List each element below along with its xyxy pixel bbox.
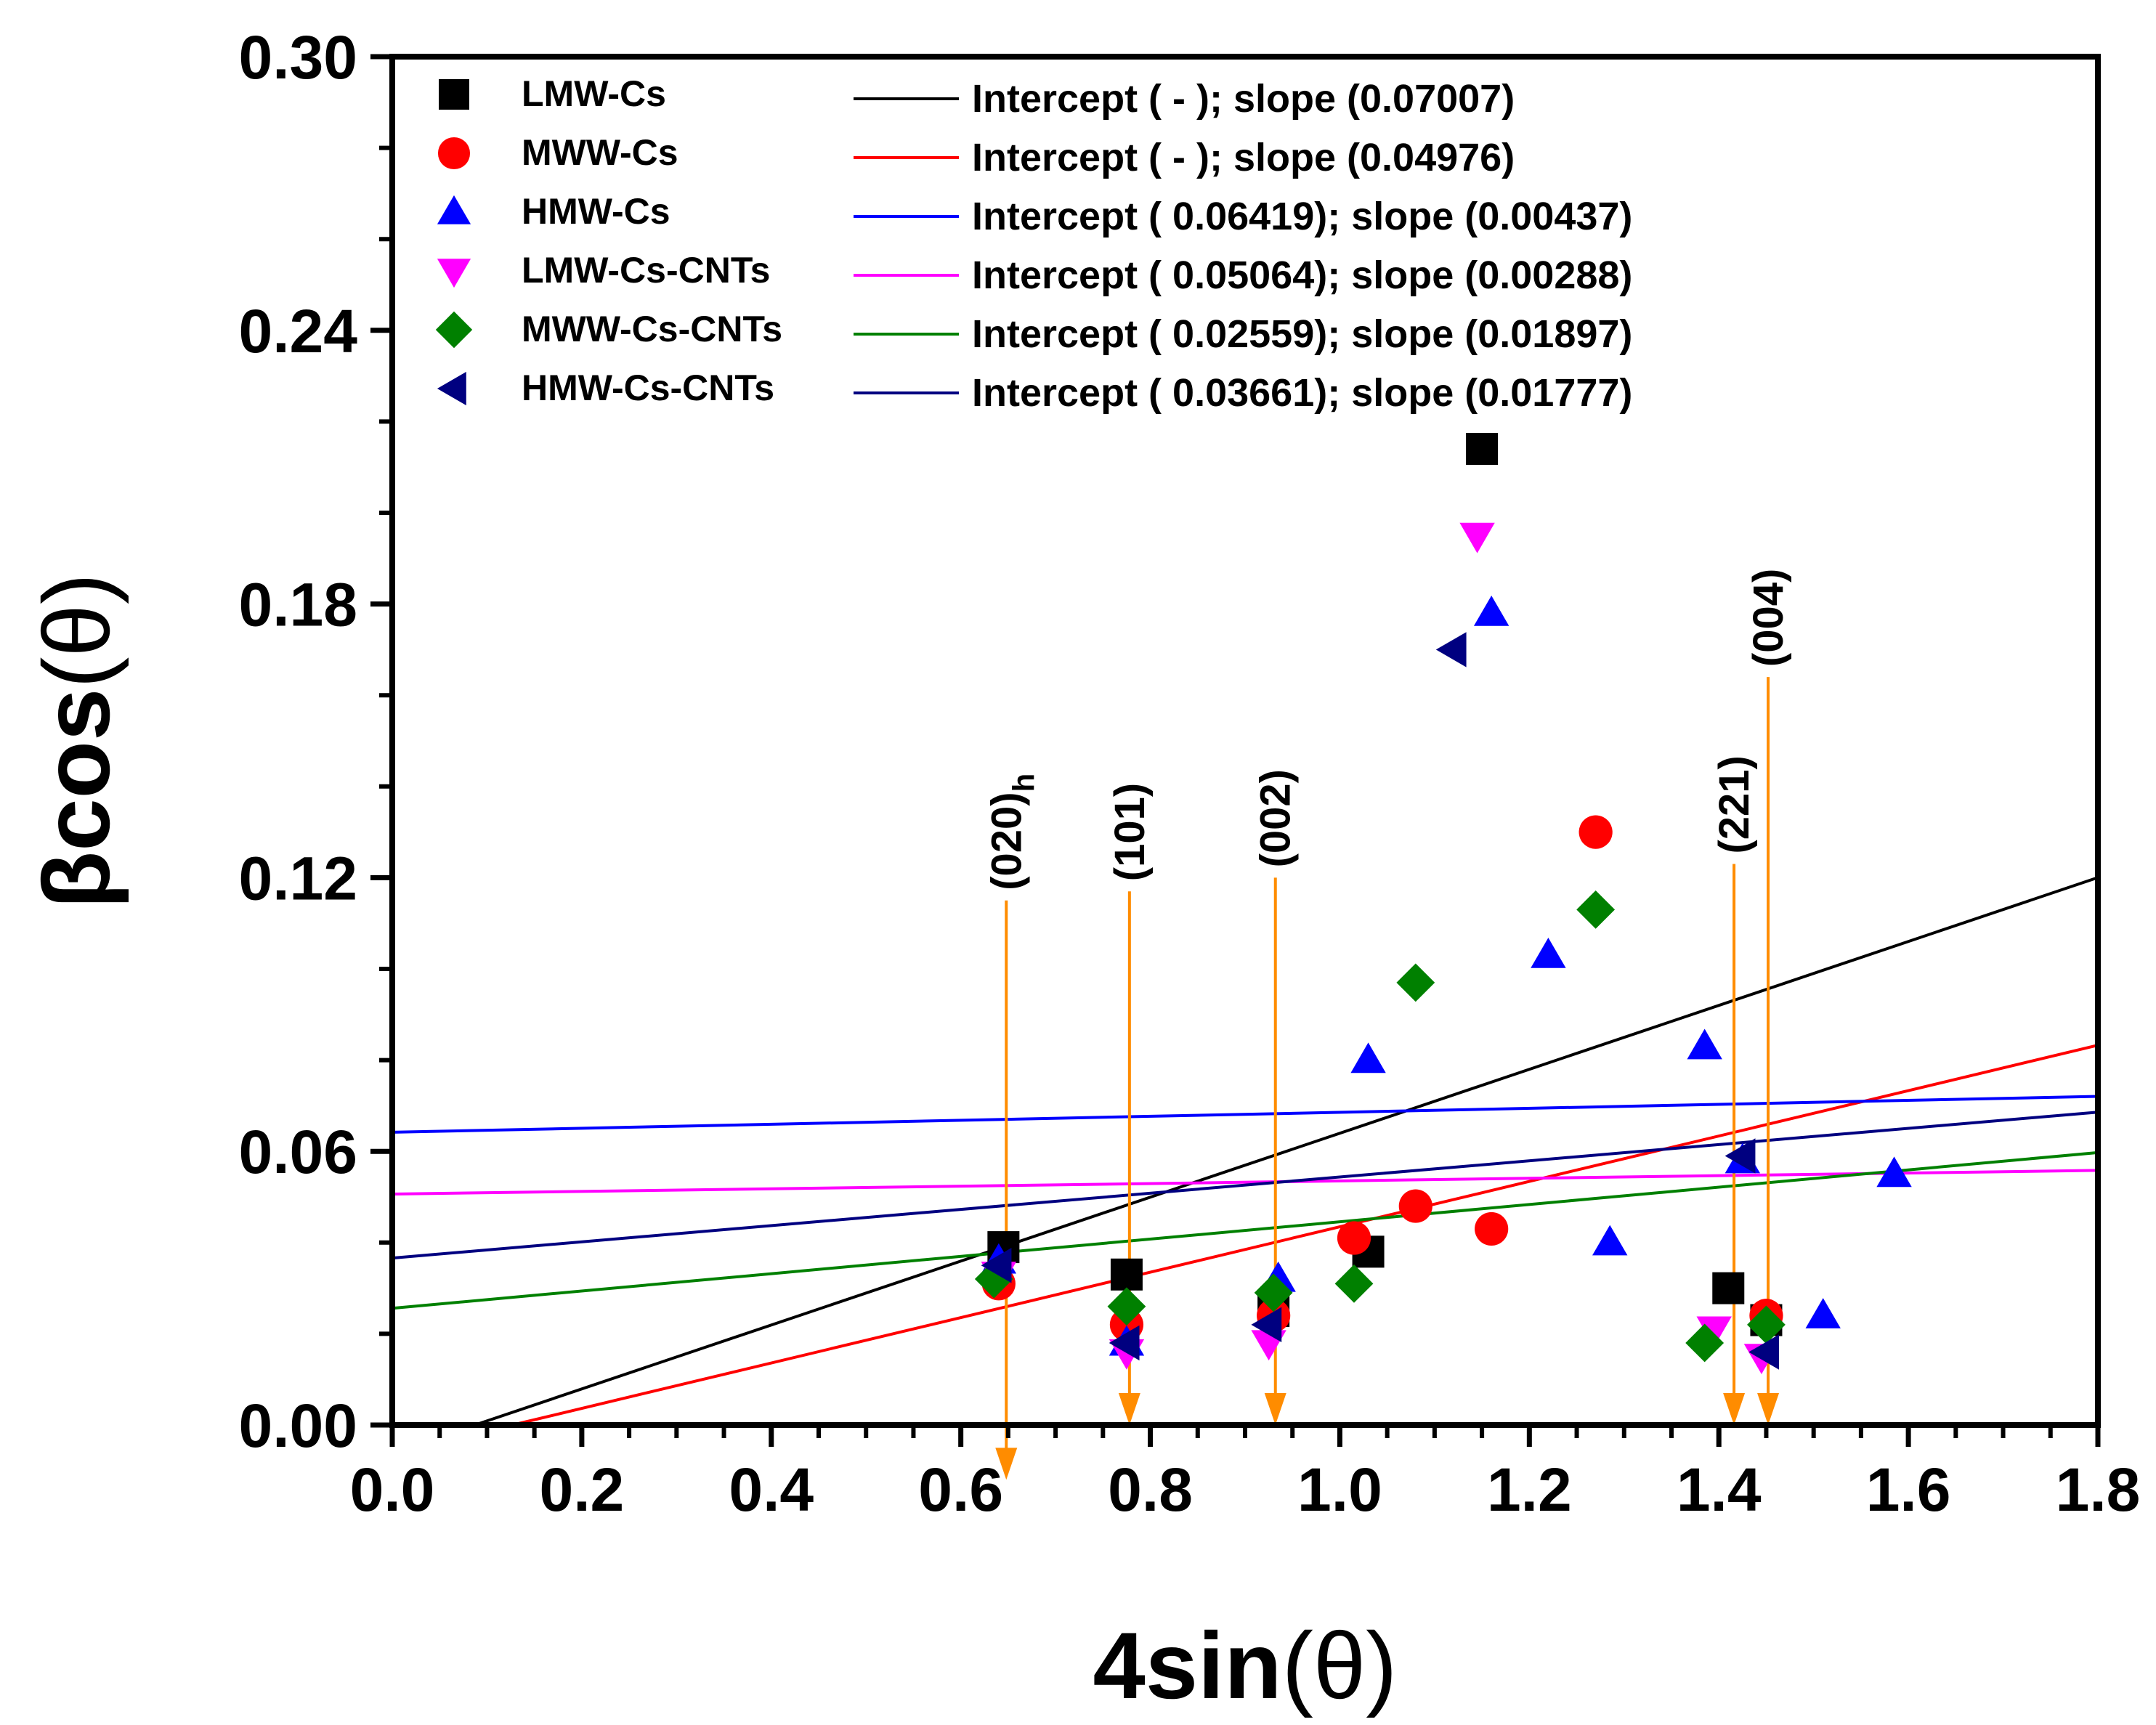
legend-fit-label: Intercept ( - ); slope (0.07007) (972, 77, 1515, 121)
data-point-mww-cs (1578, 815, 1613, 849)
x-tick-label: 1.2 (1487, 1456, 1572, 1524)
data-point-mww-cs-cnts (1396, 963, 1435, 1002)
x-tick-label: 1.0 (1297, 1456, 1382, 1524)
data-point-hmw-cs-cnts (1251, 1307, 1282, 1343)
data-point-hmw-cs-cnts (1725, 1138, 1756, 1174)
data-point-hmw-cs (1876, 1156, 1912, 1188)
data-point-mww-cs-cnts (1685, 1323, 1725, 1363)
y-tick-label: 0.30 (239, 23, 358, 92)
peak-label: (020)h (983, 774, 1040, 890)
data-point-hmw-cs-cnts (1435, 632, 1467, 667)
legend-fit-label: Intercept ( 0.02559); slope (0.01897) (972, 312, 1632, 356)
legend-fit-label: Intercept ( 0.03661); slope (0.01777) (972, 371, 1632, 415)
legend-fit-label: Intercept ( 0.06419); slope (0.00437) (972, 195, 1632, 238)
legend-marker-hmw-cs-cnts (437, 371, 466, 406)
y-tick-label: 0.06 (239, 1118, 358, 1186)
data-point-hmw-cs (1473, 595, 1509, 626)
legend-label: LMW-Cs-CNTs (522, 250, 770, 291)
data-point-mww-cs-cnts (1576, 890, 1616, 929)
fit-line-mww-cs (511, 1044, 2099, 1426)
peak-arrow-head (1723, 1393, 1746, 1425)
peak-annotations: (020)h (101) (002) (221) (004) (983, 569, 1792, 1480)
peak-label: (002) (1252, 769, 1300, 867)
x-tick-label: 0.0 (350, 1456, 435, 1524)
data-point-mww-cs-cnts (1107, 1287, 1146, 1326)
data-point-mww-cs-cnts (1334, 1264, 1374, 1303)
legend-marker-mww-cs-cnts (435, 311, 473, 349)
legend: LMW-Cs MWW-Cs HMW-Cs LMW-Cs-CNTs MWW-Cs-CNTs… (435, 73, 1632, 415)
data-point-lmw-cs-cnts (1696, 1316, 1732, 1347)
y-tick-label: 0.18 (239, 571, 358, 639)
data-point-hmw-cs (1687, 1028, 1722, 1060)
legend-label: HMW-Cs (522, 191, 670, 232)
legend-label: HMW-Cs-CNTs (522, 368, 774, 408)
peak-arrow-head (1264, 1393, 1286, 1425)
legend-fit-label: Intercept ( 0.05064); slope (0.00288) (972, 253, 1632, 297)
data-point-mww-cs-cnts (1747, 1305, 1786, 1344)
x-tick-label: 0.4 (729, 1456, 814, 1524)
peak-label: (221) (1711, 755, 1758, 853)
data-point-hmw-cs (1592, 1225, 1628, 1256)
fit-line-lmw-cs (474, 876, 2099, 1426)
x-tick-label: 1.6 (1866, 1456, 1951, 1524)
fit-line-hmw-cs (392, 1095, 2099, 1134)
peak-arrow-head (995, 1448, 1018, 1480)
data-point-lmw-cs-cnts (1459, 522, 1495, 553)
x-axis-title: 4sin(θ) (1093, 1612, 1397, 1718)
legend-label: LMW-Cs (522, 73, 666, 114)
data-point-mww-cs-cnts (974, 1259, 1013, 1299)
data-point-mww-cs (1398, 1189, 1432, 1223)
fit-line-mww-cs-cnts (392, 1150, 2099, 1310)
y-tick-label: 0.12 (239, 844, 358, 912)
peak-label: (101) (1106, 783, 1154, 881)
data-point-lmw-cs (1466, 433, 1499, 466)
y-tick-label: 0.24 (239, 297, 358, 365)
y-axis-title: βcos(θ) (23, 573, 129, 909)
data-point-lmw-cs (1712, 1272, 1745, 1304)
data-point-hmw-cs-cnts (1109, 1325, 1140, 1361)
x-tick-label: 0.8 (1108, 1456, 1193, 1524)
peak-arrow-head (1118, 1393, 1140, 1425)
fit-line-hmw-cs-cnts (392, 1111, 2099, 1260)
x-tick-label: 0.2 (539, 1456, 624, 1524)
legend-marker-lmw-cs-cnts (437, 259, 471, 288)
x-tick-label: 1.8 (2056, 1456, 2141, 1524)
fit-lines (392, 876, 2099, 1426)
data-point-hmw-cs-cnts (1748, 1334, 1780, 1370)
data-point-hmw-cs (1350, 1042, 1386, 1073)
data-point-hmw-cs (1805, 1298, 1841, 1328)
fit-line-lmw-cs-cnts (392, 1169, 2099, 1196)
legend-fit-label: Intercept ( - ); slope (0.04976) (972, 136, 1515, 179)
legend-marker-lmw-cs (439, 79, 469, 110)
data-point-mww-cs (1337, 1221, 1371, 1255)
data-point-hmw-cs-cnts (981, 1248, 1012, 1283)
data-point-hmw-cs (1531, 937, 1566, 968)
axes: 0.0 0.2 0.4 0.6 0.8 1.0 1.2 1.4 1.6 1.8 0.00 0.06 0.… (23, 23, 2140, 1718)
data-point-mww-cs (1475, 1211, 1509, 1246)
peak-arrow-head (1757, 1393, 1780, 1425)
peak-label: (004) (1745, 569, 1792, 667)
data-point-mww-cs-cnts (1254, 1273, 1293, 1312)
legend-marker-mww-cs (437, 137, 471, 170)
legend-marker-hmw-cs (437, 195, 471, 224)
x-tick-label: 1.4 (1677, 1456, 1762, 1524)
legend-label: MWW-Cs (522, 132, 678, 173)
data-point-lmw-cs (1110, 1258, 1143, 1291)
legend-label: MWW-Cs-CNTs (522, 309, 782, 349)
y-tick-label: 0.00 (239, 1392, 358, 1460)
x-tick-label: 0.6 (918, 1456, 1003, 1524)
data-points (974, 433, 1912, 1374)
